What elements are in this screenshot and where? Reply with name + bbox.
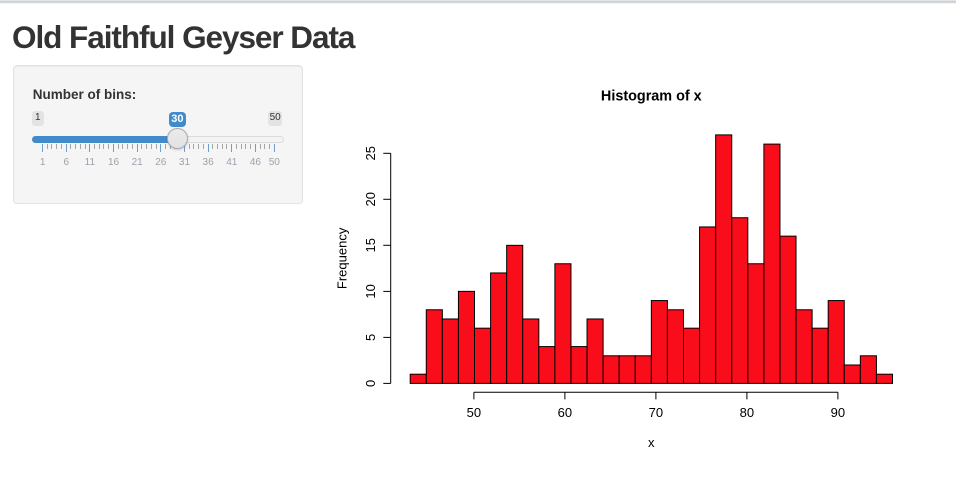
svg-text:5: 5 [363,334,378,341]
svg-text:x: x [648,435,655,450]
svg-text:0: 0 [363,380,378,387]
svg-text:90: 90 [831,405,845,420]
svg-text:20: 20 [363,192,378,206]
svg-text:60: 60 [558,405,572,420]
svg-text:70: 70 [649,405,663,420]
svg-text:Histogram of x: Histogram of x [601,88,702,104]
svg-text:15: 15 [363,238,378,252]
svg-text:10: 10 [363,284,378,298]
svg-text:Frequency: Frequency [335,227,350,289]
svg-text:50: 50 [467,405,481,420]
svg-text:80: 80 [740,405,754,420]
svg-text:25: 25 [363,146,378,160]
